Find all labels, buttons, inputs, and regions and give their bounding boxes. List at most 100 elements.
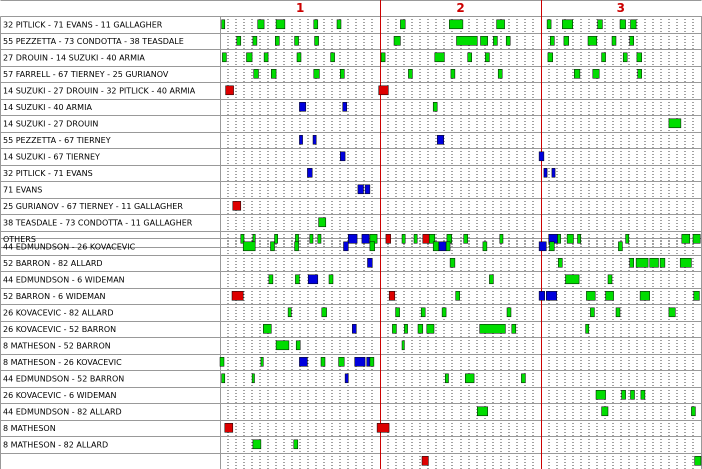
minute-dot	[588, 237, 590, 238]
minute-dot	[395, 151, 397, 152]
minute-dot	[532, 277, 534, 278]
minute-dot	[628, 267, 630, 268]
minute-dot	[363, 58, 365, 59]
minute-dot	[451, 58, 453, 59]
minute-dot	[259, 210, 261, 211]
minute-dot	[347, 75, 349, 76]
minute-dot	[524, 154, 526, 155]
minute-dot	[235, 39, 237, 40]
minute-dot	[548, 111, 550, 112]
minute-dot	[692, 244, 694, 245]
minute-dot	[612, 75, 614, 76]
minute-dot	[484, 130, 486, 131]
minute-dot	[371, 168, 373, 169]
minute-dot	[548, 196, 550, 197]
minute-dot	[684, 28, 686, 29]
minute-dot	[395, 72, 397, 73]
minute-dot	[363, 277, 365, 278]
minute-dot	[500, 193, 502, 194]
minute-dot	[596, 261, 598, 262]
minute-dot	[387, 258, 389, 259]
minute-dot	[612, 163, 614, 164]
minute-dot	[307, 258, 309, 259]
minute-dot	[339, 229, 341, 230]
minute-dot	[476, 88, 478, 89]
minute-dot	[395, 88, 397, 89]
minute-dot	[227, 64, 229, 65]
minute-dot	[355, 217, 357, 218]
minute-dot	[668, 88, 670, 89]
minute-dot	[355, 274, 357, 275]
minute-dot	[291, 171, 293, 172]
minute-dot	[668, 250, 670, 251]
minute-dot	[524, 135, 526, 136]
minute-dot	[283, 174, 285, 175]
minute-dot	[636, 274, 638, 275]
minute-dot	[227, 138, 229, 139]
minute-dot	[395, 22, 397, 23]
minute-dot	[347, 234, 349, 235]
minute-dot	[508, 258, 510, 259]
minute-dot	[532, 141, 534, 142]
minute-dot	[660, 270, 662, 271]
minute-dot	[435, 294, 437, 295]
minute-dot	[235, 94, 237, 95]
minute-dot	[267, 111, 269, 112]
minute-dot	[371, 75, 373, 76]
minute-dot	[492, 69, 494, 70]
minute-dot	[403, 226, 405, 227]
minute-dot	[443, 154, 445, 155]
minute-dot	[307, 253, 309, 254]
minute-dot	[468, 64, 470, 65]
minute-dot	[451, 19, 453, 20]
minute-dot	[443, 241, 445, 242]
minute-dot	[684, 121, 686, 122]
minute-dot	[604, 237, 606, 238]
minute-dot	[243, 147, 245, 148]
minute-dot	[227, 111, 229, 112]
minute-dot	[684, 61, 686, 62]
minute-dot	[235, 28, 237, 29]
minute-dot	[451, 168, 453, 169]
minute-dot	[443, 240, 445, 241]
minute-dot	[572, 28, 574, 29]
minute-dot	[307, 75, 309, 76]
minute-dot	[620, 64, 622, 65]
minute-dot	[363, 223, 365, 224]
minute-dot	[532, 220, 534, 221]
minute-dot	[419, 244, 421, 245]
minute-dot	[580, 258, 582, 259]
minute-dot	[620, 135, 622, 136]
minute-dot	[315, 81, 317, 82]
minute-dot	[395, 217, 397, 218]
minute-dot	[243, 283, 245, 284]
minute-dot	[588, 207, 590, 208]
minute-dot	[508, 151, 510, 152]
minute-dot	[251, 270, 253, 271]
minute-dot	[299, 85, 301, 86]
minute-dot	[419, 250, 421, 251]
minute-dot	[395, 223, 397, 224]
minute-dot	[363, 244, 365, 245]
minute-dot	[435, 204, 437, 205]
minute-dot	[484, 213, 486, 214]
minute-dot	[347, 118, 349, 119]
minute-dot	[620, 193, 622, 194]
minute-dot	[532, 201, 534, 202]
minute-dot	[460, 250, 462, 251]
minute-dot	[363, 294, 365, 295]
minute-dot	[227, 36, 229, 37]
minute-dot	[564, 168, 566, 169]
minute-dot	[572, 250, 574, 251]
minute-dot	[516, 280, 518, 281]
minute-dot	[435, 64, 437, 65]
minute-dot	[355, 291, 357, 292]
minute-dot	[387, 171, 389, 172]
minute-dot	[484, 22, 486, 23]
minute-dot	[339, 241, 341, 242]
minute-dot	[620, 196, 622, 197]
minute-dot	[644, 138, 646, 139]
minute-dot	[692, 31, 694, 32]
minute-dot	[451, 180, 453, 181]
minute-dot	[596, 204, 598, 205]
